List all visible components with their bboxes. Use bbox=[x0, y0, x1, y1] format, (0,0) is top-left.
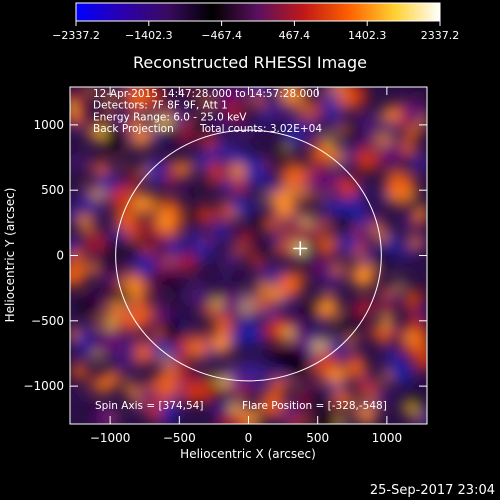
heatmap-image bbox=[70, 87, 427, 424]
solar-limb-circle bbox=[115, 129, 382, 382]
x-tick-label: 500 bbox=[306, 431, 329, 445]
colorbar-tick-label: 1402.3 bbox=[348, 29, 387, 42]
y-tick-label: −1000 bbox=[23, 379, 64, 393]
y-axis-label: Heliocentric Y (arcsec) bbox=[3, 188, 17, 323]
colorbar-tick-label: −467.4 bbox=[201, 29, 242, 42]
colorbar-tick-label: −1402.3 bbox=[125, 29, 173, 42]
x-tick-label: 0 bbox=[245, 431, 253, 445]
x-tick-label: 1000 bbox=[372, 431, 403, 445]
annotation-line: Back Projection bbox=[93, 123, 174, 135]
y-tick-label: 500 bbox=[41, 183, 64, 197]
x-axis-label: Heliocentric X (arcsec) bbox=[180, 447, 316, 461]
y-tick-label: 0 bbox=[56, 249, 64, 263]
colorbar-tick-label: 2337.2 bbox=[421, 29, 460, 42]
plot-annotations: 12-Apr-2015 14:47:28.000 to 14:57:28.000… bbox=[93, 88, 322, 135]
colorbar-ticks: −2337.2 −1402.3 −467.4 467.4 1402.3 2337.2 bbox=[52, 21, 459, 42]
timestamp: 25-Sep-2017 23:04 bbox=[370, 483, 495, 498]
colorbar-tick-label: 467.4 bbox=[279, 29, 311, 42]
flare-position-label: Flare Position = [-328,-548] bbox=[242, 400, 387, 412]
x-tick-label: −500 bbox=[163, 431, 196, 445]
axis-ticks: −1000 −500 0 500 1000 −1000 −500 0 500 1000 bbox=[23, 87, 427, 445]
annotation-line: 12-Apr-2015 14:47:28.000 to 14:57:28.000 bbox=[93, 88, 320, 100]
y-tick-label: 1000 bbox=[33, 118, 64, 132]
spin-axis-marker bbox=[293, 241, 308, 256]
colorbar-tick-label: −2337.2 bbox=[52, 29, 100, 42]
annotation-line: Total counts: 3.02E+04 bbox=[199, 123, 322, 135]
annotation-line: Detectors: 7F 8F 9F, Att 1 bbox=[93, 100, 228, 112]
chart-title: Reconstructed RHESSI Image bbox=[133, 53, 367, 72]
colorbar bbox=[75, 2, 441, 22]
annotation-line: Energy Range: 6.0 - 25.0 keV bbox=[93, 111, 247, 123]
y-tick-label: −500 bbox=[31, 314, 64, 328]
spin-axis-label: Spin Axis = [374,54] bbox=[95, 400, 203, 412]
x-tick-label: −1000 bbox=[90, 431, 131, 445]
